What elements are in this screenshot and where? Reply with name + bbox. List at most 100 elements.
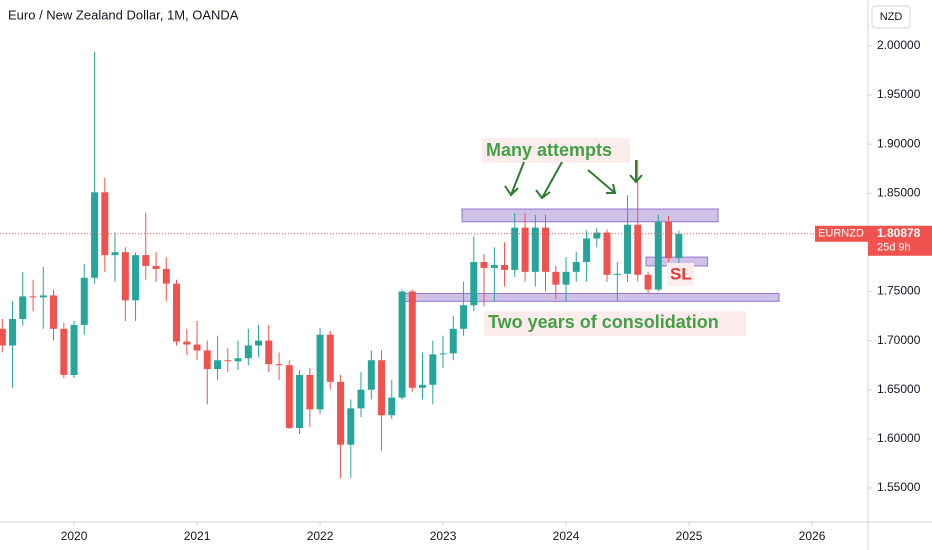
candle-body xyxy=(285,365,293,429)
candle-body xyxy=(398,291,406,398)
annotation-bg xyxy=(484,311,746,336)
candle-body xyxy=(91,192,99,278)
candle-body xyxy=(162,268,170,284)
annotation-bg xyxy=(482,138,630,163)
candle-body xyxy=(654,221,662,290)
candle-body xyxy=(132,255,140,301)
y-tick-label: 1.85000 xyxy=(877,185,921,199)
y-tick-label: 1.55000 xyxy=(877,480,921,494)
arrow xyxy=(629,160,643,184)
y-tick-label: 1.90000 xyxy=(877,136,921,150)
candle-body xyxy=(50,295,58,329)
annotation: Two years of consolidation xyxy=(488,312,719,332)
symbol-tag xyxy=(815,225,868,242)
annotation: Many attempts xyxy=(486,140,612,160)
candle-body xyxy=(378,360,386,416)
candle-body xyxy=(562,271,570,285)
candle-body xyxy=(460,305,468,329)
x-tick-label: 2022 xyxy=(307,529,334,543)
candle-body xyxy=(29,296,37,298)
arrow xyxy=(504,161,525,197)
candle-body xyxy=(255,340,263,346)
chart-title: Euro / New Zealand Dollar, 1M, OANDA xyxy=(8,7,239,22)
candle-body xyxy=(644,274,652,290)
x-tick-label: 2023 xyxy=(430,529,457,543)
candle-body xyxy=(193,344,201,351)
arrow xyxy=(587,169,617,194)
candle-body xyxy=(80,277,88,325)
candle-body xyxy=(142,255,150,266)
candle-body xyxy=(367,360,375,390)
candle-body xyxy=(306,374,314,410)
candle-body xyxy=(490,264,498,268)
symbol-label: EURNZD xyxy=(818,228,864,240)
candle-body xyxy=(521,227,529,272)
y-tick-label: 1.95000 xyxy=(877,87,921,101)
x-tick-label: 2025 xyxy=(676,529,703,543)
zone xyxy=(461,208,719,223)
candle-body xyxy=(593,232,601,239)
candle-body xyxy=(624,224,632,274)
candle-body xyxy=(265,340,273,365)
candle-body xyxy=(9,318,17,346)
candle-body xyxy=(408,291,416,388)
candle-body xyxy=(296,374,304,429)
candle-body xyxy=(418,384,426,388)
y-tick-label: 1.60000 xyxy=(877,431,921,445)
countdown-label: 25d 9h xyxy=(877,242,911,254)
candle-body xyxy=(541,227,549,272)
candle-body xyxy=(19,296,27,319)
candle-body xyxy=(552,271,560,285)
annotation: SL xyxy=(670,264,692,283)
currency-label[interactable]: NZD xyxy=(880,11,903,23)
candle-body xyxy=(224,360,232,362)
candle-body xyxy=(357,389,365,409)
zones xyxy=(401,208,780,302)
arrow xyxy=(535,161,563,200)
candle-body xyxy=(501,264,509,270)
candle-body xyxy=(603,232,611,275)
annotation-bg xyxy=(667,263,694,286)
candle-body xyxy=(664,221,672,259)
y-tick-label: 1.75000 xyxy=(877,284,921,298)
candle-body xyxy=(0,328,6,346)
candle-body xyxy=(316,334,324,410)
candle-body xyxy=(121,252,129,301)
candle-body xyxy=(203,350,211,370)
candle-body xyxy=(60,328,68,375)
x-tick-label: 2026 xyxy=(799,529,826,543)
candle-body xyxy=(531,227,539,272)
zone xyxy=(401,292,780,302)
candle-body xyxy=(583,238,591,263)
candle-body xyxy=(183,341,191,345)
currency-box[interactable] xyxy=(871,5,911,29)
candle-body xyxy=(388,397,396,416)
x-tick-label: 2020 xyxy=(61,529,88,543)
candle-body xyxy=(439,353,447,355)
last-price-label: 1.80878 xyxy=(877,226,921,240)
y-tick-label: 1.70000 xyxy=(877,333,921,347)
candle-body xyxy=(480,262,488,268)
candle-body xyxy=(511,227,519,270)
candle-body xyxy=(675,233,683,259)
candle-body xyxy=(326,334,334,382)
x-tick-label: 2024 xyxy=(553,529,580,543)
candles xyxy=(0,51,683,479)
candle-body xyxy=(634,224,642,275)
price-tag xyxy=(868,225,932,256)
candle-body xyxy=(275,364,283,366)
candle-body xyxy=(234,358,242,362)
candle-body xyxy=(572,262,580,272)
candle-body xyxy=(39,295,47,298)
candle-body xyxy=(347,408,355,445)
candle-body xyxy=(214,360,222,370)
y-tick-label: 1.65000 xyxy=(877,382,921,396)
arrows xyxy=(504,160,643,200)
candle-body xyxy=(70,324,78,375)
candle-body xyxy=(244,345,252,359)
candle-body xyxy=(470,262,478,306)
candle-body xyxy=(613,273,621,275)
candle-body xyxy=(173,283,181,342)
candle-body xyxy=(101,192,109,256)
